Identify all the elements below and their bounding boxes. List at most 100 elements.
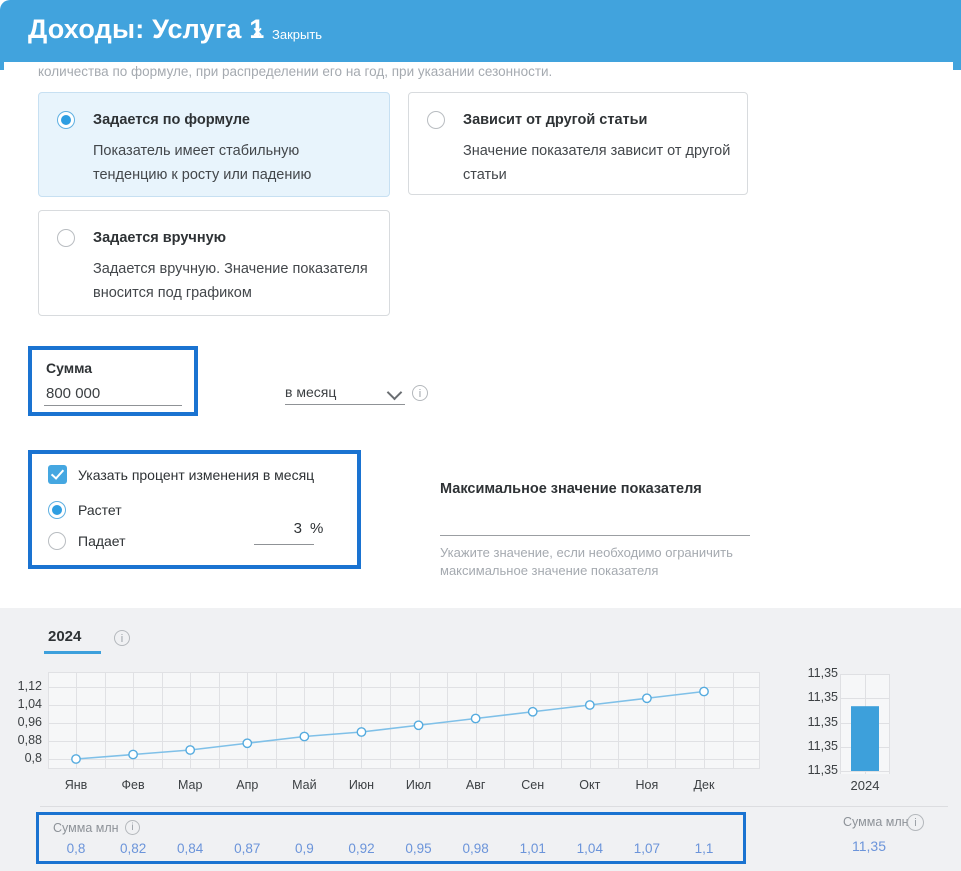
month-label: Ноя xyxy=(635,778,659,792)
radio-fall-label: Падает xyxy=(78,533,126,549)
month-label: Дек xyxy=(693,778,715,792)
bar-chart-y-axis: 11,35 11,35 11,35 11,35 11,35 xyxy=(795,666,838,781)
card-title: Задается по формуле xyxy=(93,112,250,128)
radio-unselected-icon[interactable] xyxy=(57,229,75,247)
data-point-marker xyxy=(470,713,481,724)
y-tick-label: 0,88 xyxy=(17,733,42,747)
y-tick-label: 11,35 xyxy=(807,714,838,729)
percent-highlight-box: Указать процент изменения в месяц Растет… xyxy=(28,450,361,569)
monthly-values-info-icon[interactable] xyxy=(125,820,140,835)
y-tick-label: 0,96 xyxy=(17,715,42,729)
card-description: Значение показателя зависит от другой ст… xyxy=(463,143,731,183)
monthly-value: 0,92 xyxy=(348,841,375,856)
radio-grow-label: Растет xyxy=(78,502,122,518)
line-chart-x-axis: Янв Фев Мар Апр Май Июн Июл Авг Сен Окт Ноя Дек xyxy=(48,778,760,796)
y-tick-label: 11,35 xyxy=(807,666,838,680)
yearly-sum-label: Сумма млн xyxy=(843,815,909,829)
monthly-value: 0,95 xyxy=(405,841,432,856)
y-tick-label: 11,35 xyxy=(807,738,838,753)
monthly-value: 0,82 xyxy=(119,841,147,856)
data-point-marker xyxy=(699,686,709,697)
divider xyxy=(40,806,948,807)
data-point-marker xyxy=(185,745,196,755)
y-tick-label: 1,12 xyxy=(17,679,42,693)
intro-text: количества по формуле, при распределении… xyxy=(38,64,553,79)
data-point-marker xyxy=(71,754,81,764)
data-point-marker xyxy=(642,693,652,704)
period-select-underline xyxy=(285,404,405,405)
percent-input-underline xyxy=(254,544,314,545)
radio-selected-icon[interactable] xyxy=(57,111,75,129)
data-point-marker xyxy=(584,700,595,710)
tab-info-icon[interactable] xyxy=(114,630,130,646)
period-select[interactable]: в месяц xyxy=(285,384,337,400)
line-chart xyxy=(48,672,760,769)
y-tick-label: 1,04 xyxy=(17,697,42,711)
month-label: Мар xyxy=(177,778,203,792)
card-title: Задается вручную xyxy=(93,230,227,246)
y-tick-label: 11,35 xyxy=(807,763,838,777)
monthly-value: 1,01 xyxy=(519,841,546,856)
period-info-icon[interactable] xyxy=(412,385,428,401)
monthly-values-label: Сумма млн xyxy=(53,821,119,835)
page-title: Доходы: Услуга 1 xyxy=(28,14,265,44)
card-title: Зависит от другой статьи xyxy=(463,112,648,128)
card-description: Задается вручную. Значение показателя вн… xyxy=(93,261,368,301)
method-card-depends[interactable]: Зависит от другой статьи Значение показа… xyxy=(408,92,748,195)
month-label: Апр xyxy=(236,778,259,792)
tab-active-underline xyxy=(44,651,101,654)
max-value-input[interactable] xyxy=(440,535,750,536)
method-card-formula[interactable]: Задается по формуле Показатель имеет ста… xyxy=(38,92,390,197)
monthly-values-box: Сумма млн 0,8 0,82 0,84 0,87 0,9 0,92 0,95 0,98… xyxy=(36,812,746,864)
data-point-marker xyxy=(128,749,138,760)
y-tick-label: 11,35 xyxy=(807,690,838,705)
monthly-value: 1,04 xyxy=(576,841,603,856)
data-point-marker xyxy=(527,706,538,717)
month-label: Авг xyxy=(465,778,486,792)
radio-unselected-icon[interactable] xyxy=(427,111,445,129)
data-point-marker xyxy=(413,720,424,731)
max-value-label: Максимальное значение показателя xyxy=(440,481,702,497)
radio-fall-icon[interactable] xyxy=(48,532,66,550)
y-tick-label: 0,8 xyxy=(24,751,42,765)
month-label: Май xyxy=(292,778,317,792)
monthly-value: 0,98 xyxy=(462,841,489,856)
tab-2024[interactable]: 2024 xyxy=(48,628,82,645)
monthly-value: 0,8 xyxy=(66,841,86,856)
year-bar xyxy=(851,706,879,771)
sum-input-underline xyxy=(44,405,182,406)
month-label: Июн xyxy=(348,778,375,792)
bar-chart xyxy=(840,674,890,774)
monthly-value: 0,87 xyxy=(234,841,261,856)
month-label: Окт xyxy=(579,778,601,792)
card-description: Показатель имеет стабильную тенденцию к … xyxy=(93,143,312,183)
month-label: Фев xyxy=(121,778,145,792)
radio-grow-icon[interactable] xyxy=(48,501,66,519)
monthly-value: 1,07 xyxy=(633,841,661,856)
data-point-marker xyxy=(242,738,253,749)
yearly-sum-value: 11,35 xyxy=(852,838,886,854)
sum-input[interactable]: 800 000 xyxy=(46,385,101,402)
data-point-marker xyxy=(356,727,367,737)
sum-field-highlight-box: Сумма 800 000 xyxy=(28,346,198,416)
close-button[interactable]: Закрыть xyxy=(272,27,323,42)
percent-checkbox-label: Указать процент изменения в месяц xyxy=(78,467,315,483)
close-icon[interactable]: × xyxy=(253,24,263,41)
monthly-value: 0,84 xyxy=(177,841,204,856)
dialog-header: Доходы: Услуга 1 × Закрыть xyxy=(0,0,961,70)
percent-checkbox[interactable] xyxy=(48,465,67,484)
sum-label: Сумма xyxy=(46,360,93,376)
percent-input[interactable]: 3 xyxy=(293,520,302,537)
line-chart-y-axis: 1,12 1,04 0,96 0,88 0,8 xyxy=(0,672,42,769)
month-label: Янв xyxy=(64,778,88,792)
percent-suffix: % xyxy=(310,520,324,537)
monthly-value: 0,9 xyxy=(294,841,314,856)
method-card-manual[interactable]: Задается вручную Задается вручную. Значе… xyxy=(38,210,390,316)
data-point-marker xyxy=(299,731,310,742)
monthly-value: 1,1 xyxy=(694,841,714,856)
yearly-sum-info-icon[interactable] xyxy=(907,814,924,831)
month-label: Сен xyxy=(521,778,545,792)
bar-year-label: 2024 xyxy=(850,778,880,793)
month-label: Июл xyxy=(405,778,432,792)
max-value-helper-text: Укажите значение, если необходимо ограни… xyxy=(440,545,733,578)
